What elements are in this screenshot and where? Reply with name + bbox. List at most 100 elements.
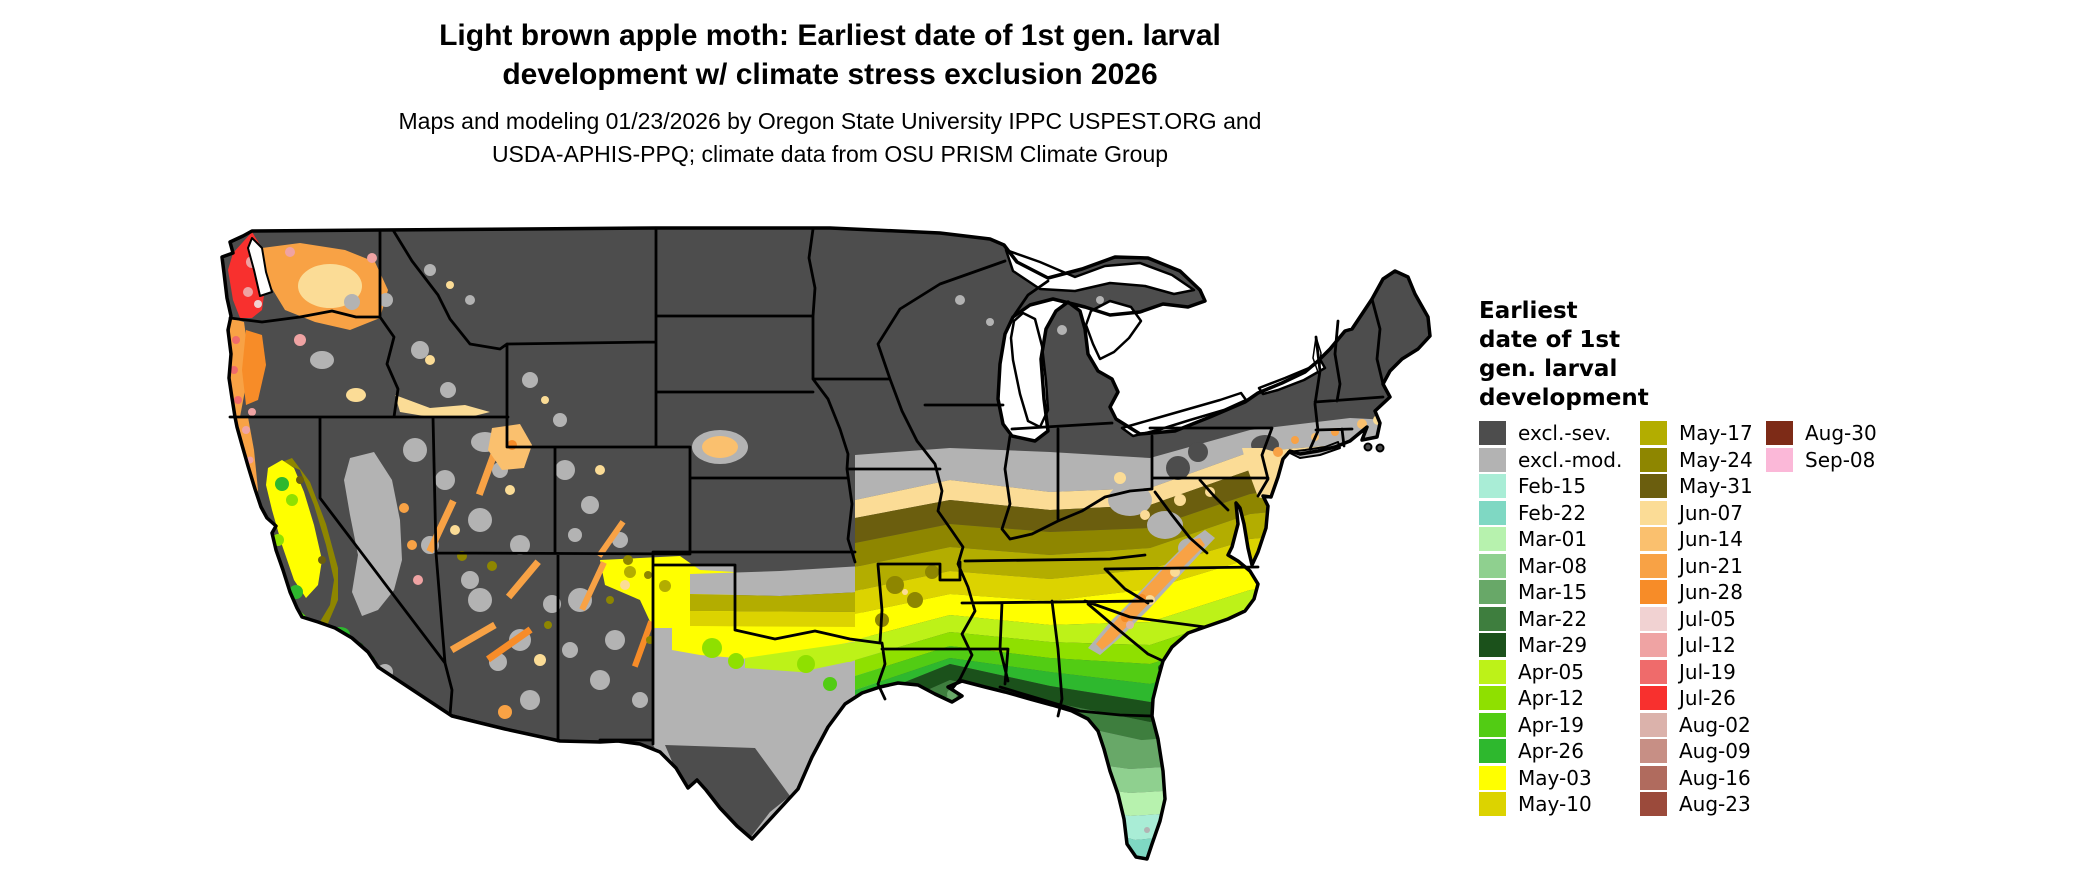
legend-swatch [1640,474,1667,499]
legend-label: Feb-22 [1518,500,1587,525]
legend-label: Jun-07 [1679,500,1743,525]
subtitle-line-1: Maps and modeling 01/23/2026 by Oregon S… [398,108,1262,134]
map-appalachians [1088,472,1215,655]
legend-swatch [1479,765,1506,790]
legend-swatch [1640,739,1667,764]
legend-swatch [1640,712,1667,737]
legend-swatch [1640,421,1667,446]
legend-row: Jul-26 [1640,685,1753,712]
legend-swatch [1640,659,1667,684]
legend-label: Mar-15 [1518,580,1588,605]
legend-swatch [1479,527,1506,552]
puget-sound [247,237,273,297]
state-borders [228,226,1385,746]
legend-label: excl.-sev. [1518,421,1611,446]
legend-row: Mar-29 [1479,632,1622,659]
legend-row: Mar-01 [1479,526,1622,553]
legend-swatch [1640,527,1667,552]
legend-label: excl.-mod. [1518,447,1623,472]
legend-row: Aug-23 [1640,791,1753,818]
us-outline [220,226,1432,861]
legend-swatch [1640,633,1667,658]
legend-label: Mar-08 [1518,553,1588,578]
legend-swatch [1479,739,1506,764]
legend-label: Jun-14 [1679,527,1743,552]
legend-label: Aug-16 [1679,765,1751,790]
legend-label: May-31 [1679,474,1753,499]
legend-row: excl.-sev. [1479,420,1622,447]
legend-row: Feb-22 [1479,500,1622,527]
legend-row: Apr-12 [1479,685,1622,712]
legend-row: May-17 [1640,420,1753,447]
legend-row: Mar-15 [1479,579,1622,606]
legend-swatch [1479,580,1506,605]
legend-swatch [1640,686,1667,711]
legend-swatch [1479,553,1506,578]
legend-row: Jul-05 [1640,606,1753,633]
legend-row: Aug-30 [1766,420,1877,447]
legend-column-1: excl.-sev. excl.-mod. Feb-15 Feb-22 Mar-01 Ma… [1479,420,1622,818]
legend-swatch [1640,792,1667,817]
legend-swatch [1479,686,1506,711]
legend-swatch [1479,500,1506,525]
legend-row: Jul-19 [1640,659,1753,686]
page-title-line-1: Light brown apple moth: Earliest date of… [439,19,1221,52]
subtitle-line-2: USDA-APHIS-PPQ; climate data from OSU PR… [491,141,1169,167]
legend-label: Jun-28 [1679,580,1743,605]
legend-row: May-10 [1479,791,1622,818]
legend-label: Feb-15 [1518,474,1587,499]
legend-row: Aug-02 [1640,712,1753,739]
legend-label: Sep-08 [1805,447,1876,472]
lake-superior [1004,248,1196,296]
map-ozarks [875,565,939,627]
legend-label: Apr-19 [1518,712,1584,737]
legend-row: Feb-15 [1479,473,1622,500]
legend-row: Apr-19 [1479,712,1622,739]
legend-swatch [1640,606,1667,631]
legend-row: Apr-26 [1479,738,1622,765]
legend-row: Mar-22 [1479,606,1622,633]
legend-label: Aug-09 [1679,739,1751,764]
legend-row: Apr-05 [1479,659,1622,686]
page-title-line-2: development w/ climate stress exclusion … [502,58,1158,91]
legend-label: May-24 [1679,447,1753,472]
legend-label: Mar-01 [1518,527,1588,552]
legend-row: Jun-07 [1640,500,1753,527]
legend-row: Jun-14 [1640,526,1753,553]
legend-label: May-17 [1679,421,1753,446]
legend-label: Jul-05 [1679,606,1736,631]
legend-swatch [1479,606,1506,631]
legend-swatch [1479,712,1506,737]
legend-swatch [1766,447,1793,472]
legend-row: Mar-08 [1479,553,1622,580]
legend-row: Jun-21 [1640,553,1753,580]
legend-row: Jul-12 [1640,632,1753,659]
legend-column-3: Aug-30 Sep-08 [1766,420,1877,473]
legend-label: Apr-26 [1518,739,1584,764]
legend-label: Jul-26 [1679,686,1736,711]
legend-label: May-03 [1518,765,1592,790]
legend-swatch [1640,765,1667,790]
legend-swatch [1640,500,1667,525]
legend-swatch [1640,580,1667,605]
legend-row: excl.-mod. [1479,447,1622,474]
legend-swatch [1640,447,1667,472]
lake-huron [1084,299,1143,361]
legend-row: Aug-09 [1640,738,1753,765]
legend-column-2: May-17 May-24 May-31 Jun-07 Jun-14 Jun-21 Jun-… [1640,420,1753,818]
legend-label: Apr-05 [1518,659,1584,684]
legend-swatch [1479,633,1506,658]
map-west-features [228,232,1104,719]
legend-label: Aug-02 [1679,712,1751,737]
legend-swatch [1766,421,1793,446]
legend-label: Jun-21 [1679,553,1743,578]
legend-swatch [1640,553,1667,578]
legend-label: May-10 [1518,792,1592,817]
legend-label: Apr-12 [1518,686,1584,711]
legend-label: Mar-22 [1518,606,1588,631]
legend-label: Mar-29 [1518,633,1588,658]
legend-swatch [1479,447,1506,472]
legend-row: May-03 [1479,765,1622,792]
island-nantucket [1375,443,1385,453]
